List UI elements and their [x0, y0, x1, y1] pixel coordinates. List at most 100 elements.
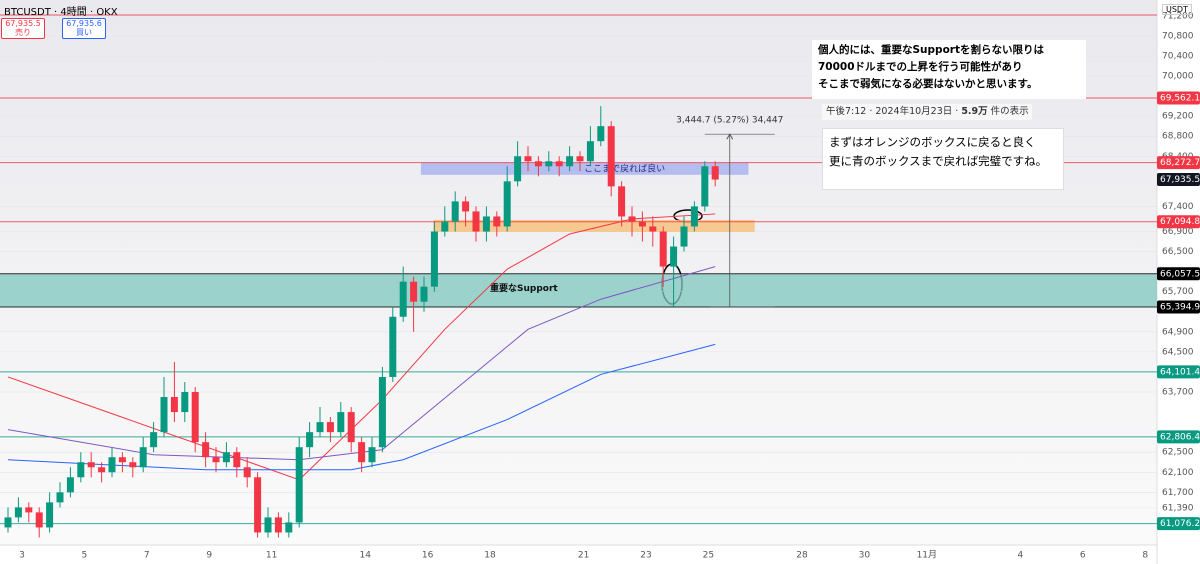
candle-body — [649, 226, 657, 232]
candle-body — [222, 452, 230, 463]
y-tick-label: 67,400 — [1162, 202, 1194, 212]
candle-body — [316, 422, 324, 433]
candle-body — [638, 221, 646, 227]
price-tag — [1157, 365, 1200, 379]
last-price-tag — [1157, 173, 1200, 187]
candle-body — [14, 507, 22, 518]
price-tag — [1157, 517, 1200, 531]
currency-selector[interactable]: USDT — [1162, 4, 1192, 15]
price-tag — [1157, 267, 1200, 281]
y-tick-label: 71,200 — [1162, 11, 1194, 21]
sell-label: 売り — [15, 28, 31, 37]
candle-body — [25, 507, 33, 513]
y-tick-label: 68,800 — [1162, 132, 1194, 142]
candle-body — [462, 201, 470, 212]
y-tick-label: 69,200 — [1162, 112, 1194, 122]
x-tick-label: 30 — [859, 551, 871, 561]
candle-body — [150, 432, 158, 448]
candle-body — [233, 452, 241, 468]
candle-body — [77, 462, 85, 478]
x-tick-label: 5 — [82, 551, 88, 561]
y-tick-label: 66,500 — [1162, 247, 1194, 257]
candle-body — [493, 216, 501, 227]
price-tag-label: 66,057.5 — [1160, 269, 1200, 279]
candle-body — [430, 231, 438, 287]
candle-body — [285, 522, 293, 533]
candle-body — [566, 156, 574, 167]
note-line: 個人的には、重要なSupportを割らない限りは — [818, 44, 1044, 56]
candle-body — [160, 397, 168, 433]
price-tag-label: 69,562.1 — [1160, 93, 1200, 103]
buy-price: 67,935.6 — [66, 19, 102, 28]
x-tick-label: 23 — [640, 551, 651, 561]
candle-body — [87, 462, 95, 468]
price-tag-label: 68,272.7 — [1160, 158, 1200, 168]
y-tick-label: 62,500 — [1162, 448, 1194, 458]
candle-body — [680, 226, 688, 247]
candle-body — [274, 517, 282, 533]
interval: 4時間 — [60, 7, 87, 18]
candle-body — [56, 492, 64, 503]
moving-average — [7, 266, 716, 461]
candle-body — [139, 447, 147, 468]
x-tick-label: 6 — [1080, 551, 1086, 561]
y-tick-label: 61,390 — [1162, 503, 1194, 513]
candle-body — [628, 216, 636, 222]
measure-arrow — [726, 133, 734, 140]
note: 個人的には、重要なSupportを割らない限りは 70000ドルまでの上昇を行う可… — [812, 40, 1086, 99]
candle-body — [410, 281, 418, 302]
note-line: まずはオレンジのボックスに戻ると良く — [829, 135, 1036, 149]
candle-body — [295, 447, 303, 523]
y-tick-label: 63,700 — [1162, 388, 1194, 398]
candle-body — [618, 186, 626, 217]
candle-body — [576, 156, 584, 162]
candle-body — [191, 392, 199, 443]
x-tick-label: 7 — [144, 551, 150, 561]
candle-body — [108, 457, 116, 473]
y-tick-label: 64,900 — [1162, 327, 1194, 337]
x-tick-label: 8 — [1142, 551, 1148, 561]
price-tag — [1157, 156, 1200, 170]
tooltip-views: 5.9万 — [961, 106, 988, 117]
price-tag — [1157, 91, 1200, 105]
x-tick-label: 18 — [484, 551, 496, 561]
price-tag-label: 61,076.2 — [1160, 519, 1200, 529]
candle-body — [659, 231, 667, 267]
x-tick-label: 21 — [578, 551, 589, 561]
candle-body — [243, 467, 251, 478]
y-tick-label: 70,800 — [1162, 31, 1194, 41]
note-line: そこまで弱気になる必要はないかと思います。 — [818, 78, 1038, 90]
price-tag — [1157, 430, 1200, 444]
x-tick-label: 14 — [359, 551, 371, 561]
y-tick-label: 62,100 — [1162, 468, 1194, 478]
candle-body — [555, 161, 563, 167]
tooltip-suffix: 件の表示 — [987, 106, 1029, 117]
candle-body — [118, 457, 126, 463]
price-tag — [1157, 300, 1200, 314]
buy-button[interactable]: 67,935.6 買い — [62, 18, 106, 39]
candle-body — [368, 447, 376, 463]
last-price-label: 67,935.5 — [1160, 175, 1200, 185]
sell-price: 67,935.5 — [5, 19, 41, 28]
x-tick-label: 4 — [1018, 551, 1024, 561]
x-tick-label: 3 — [19, 551, 25, 561]
candle-body — [389, 316, 397, 377]
candle-body — [514, 156, 522, 182]
moving-average — [7, 343, 716, 471]
buy-label: 買い — [76, 28, 92, 37]
sell-button[interactable]: 67,935.5 売り — [1, 18, 45, 39]
y-tick-label: 64,500 — [1162, 347, 1194, 357]
x-tick-label: 11月 — [917, 550, 937, 561]
candle-body — [326, 422, 334, 433]
box — [433, 219, 755, 232]
candle-body — [534, 161, 542, 167]
symbol: BTCUSDT — [4, 7, 51, 18]
price-tag-label: 64,101.4 — [1160, 367, 1200, 377]
price-tag — [1157, 215, 1200, 229]
candle-body — [35, 512, 43, 528]
candle-body — [670, 246, 678, 267]
box-label: ここまで戻れば良い — [584, 162, 665, 174]
candle-body — [98, 467, 106, 473]
candle-body — [701, 166, 709, 207]
